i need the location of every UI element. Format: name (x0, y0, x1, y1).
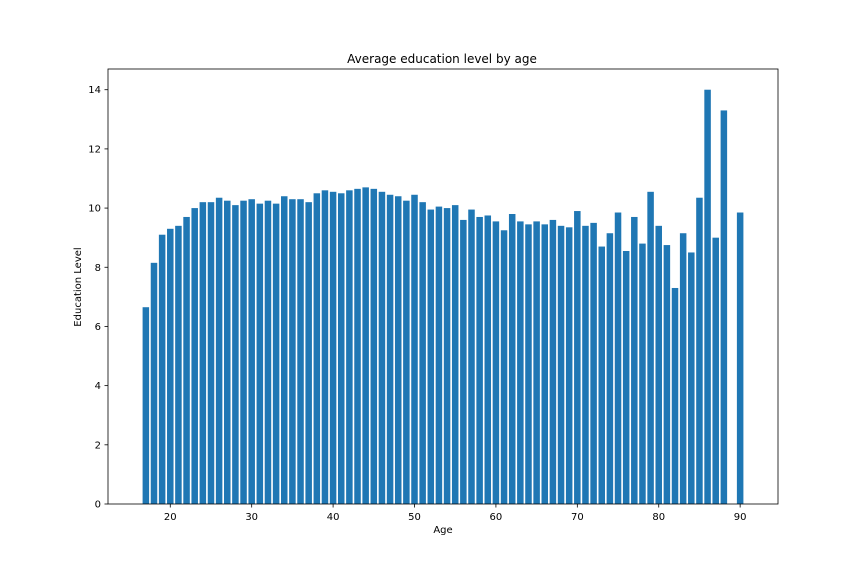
bar-age-74 (606, 233, 614, 505)
bar-age-72 (590, 222, 597, 504)
bar-age-66 (541, 224, 549, 504)
bar-age-71 (582, 225, 589, 504)
bar-age-41 (337, 193, 345, 505)
bar-age-29 (240, 200, 247, 505)
bar-age-87 (712, 237, 719, 504)
bar-age-50 (411, 194, 418, 504)
bar-age-28 (232, 205, 239, 505)
bar-age-46 (378, 191, 386, 504)
bar-age-32 (264, 200, 272, 505)
bar-age-36 (297, 199, 304, 504)
bar-age-49 (403, 200, 410, 505)
y-axis-ticks: 0 2 4 6 8 10 12 14 (88, 85, 108, 511)
bar-age-23 (191, 208, 198, 504)
bar-age-48 (394, 196, 402, 504)
x-tick-label: 60 (490, 512, 503, 523)
x-tick-label: 30 (245, 512, 258, 523)
y-tick-label: 10 (88, 204, 101, 215)
bar-age-40 (329, 191, 337, 504)
bar-age-88 (720, 110, 728, 504)
bar-age-70 (574, 211, 581, 504)
bar-age-73 (598, 246, 606, 504)
bar-age-67 (549, 219, 557, 504)
bar-age-38 (313, 193, 321, 505)
y-tick-label: 12 (88, 144, 101, 155)
bar-age-77 (631, 216, 638, 505)
bar-age-24 (199, 202, 207, 504)
y-tick-label: 4 (95, 381, 101, 392)
bar-age-53 (435, 206, 443, 504)
bar-age-81 (663, 245, 671, 505)
bar-age-33 (272, 203, 280, 504)
bar-age-85 (696, 197, 703, 504)
bar-age-86 (704, 89, 711, 504)
x-tick-label: 40 (327, 512, 340, 523)
bar-age-42 (346, 190, 353, 504)
bar-age-31 (256, 203, 264, 504)
bar-age-35 (289, 199, 296, 504)
bar-age-26 (215, 197, 223, 504)
bar-age-45 (370, 188, 378, 505)
x-tick-label: 90 (734, 512, 747, 523)
bar-age-47 (386, 194, 394, 504)
bars-group (142, 89, 744, 505)
bar-age-61 (500, 230, 508, 504)
bar-age-90 (736, 212, 744, 505)
bar-age-18 (150, 262, 158, 504)
bar-age-39 (321, 190, 329, 504)
bar-age-83 (679, 233, 687, 505)
bar-age-62 (508, 214, 516, 504)
bar-age-60 (492, 221, 500, 505)
bar-age-64 (525, 224, 532, 504)
bar-age-55 (451, 205, 459, 505)
bar-age-43 (354, 188, 361, 505)
bar-age-80 (655, 225, 662, 504)
bar-age-57 (468, 209, 475, 504)
bar-age-84 (688, 252, 695, 504)
bar-age-25 (207, 202, 215, 504)
bar-age-21 (175, 225, 182, 504)
bar-age-59 (484, 215, 492, 504)
x-tick-label: 70 (571, 512, 584, 523)
bar-age-76 (622, 250, 630, 504)
x-tick-label: 20 (164, 512, 177, 523)
plot-frame (107, 68, 779, 505)
bar-age-82 (671, 287, 679, 504)
x-tick-label: 80 (652, 512, 665, 523)
bar-age-27 (224, 200, 231, 505)
y-tick-label: 2 (95, 440, 101, 451)
bar-age-37 (305, 202, 312, 504)
bar-age-58 (476, 216, 483, 505)
bar-age-22 (183, 216, 190, 505)
bar-age-17 (142, 307, 150, 504)
bar-age-19 (158, 234, 166, 504)
chart-title: Average education level by age (347, 52, 537, 66)
x-axis-ticks: 20 30 40 50 60 70 80 90 (164, 504, 747, 523)
x-axis-label: Age (433, 525, 452, 536)
y-tick-label: 14 (88, 85, 101, 96)
bar-age-52 (427, 209, 435, 504)
bar-age-69 (565, 227, 573, 504)
y-axis-label: Education Level (73, 247, 84, 326)
bar-age-54 (443, 208, 451, 504)
bar-age-75 (614, 212, 622, 505)
bar-age-68 (557, 225, 565, 504)
bar-age-79 (647, 191, 654, 504)
bar-age-56 (460, 219, 467, 504)
x-tick-label: 50 (408, 512, 421, 523)
bar-age-65 (533, 221, 540, 505)
bar-age-51 (419, 202, 426, 504)
bar-age-20 (167, 228, 174, 505)
y-tick-label: 8 (95, 263, 101, 274)
y-tick-label: 6 (95, 322, 101, 333)
bar-age-34 (280, 196, 288, 504)
bar-age-63 (517, 221, 524, 505)
bar-age-30 (248, 199, 255, 504)
y-tick-label: 0 (95, 500, 101, 511)
bar-age-78 (639, 243, 646, 504)
bar-age-44 (362, 187, 369, 504)
